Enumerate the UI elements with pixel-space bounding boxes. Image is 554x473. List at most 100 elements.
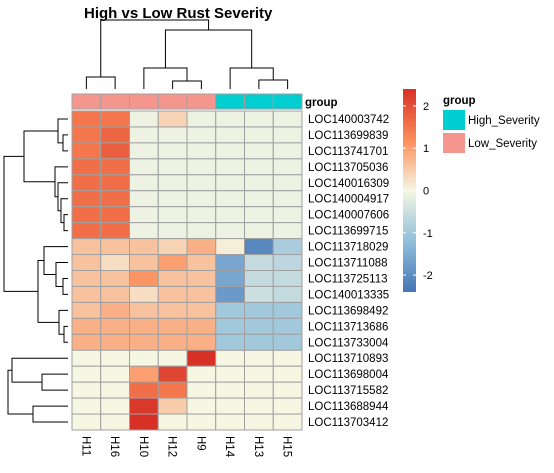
row-dendrogram-branch bbox=[62, 134, 68, 152]
heatmap-cell bbox=[129, 110, 159, 128]
heatmap-cell bbox=[100, 238, 130, 256]
heatmap-cell bbox=[186, 190, 217, 208]
heatmap-cell bbox=[272, 190, 303, 208]
row-label: LOC113741701 bbox=[308, 146, 388, 158]
heatmap-cell bbox=[100, 317, 130, 335]
heatmap-cell bbox=[272, 285, 303, 303]
chart-title: High vs Low Rust Severity bbox=[84, 5, 273, 22]
color-scale-tick-label: 0 bbox=[423, 186, 429, 198]
heatmap-cell bbox=[244, 413, 274, 431]
row-label: LOC113715582 bbox=[308, 385, 388, 397]
color-scale-legend: 2 1 0 -1 -2 bbox=[403, 89, 433, 292]
annotation-cell bbox=[272, 93, 303, 110]
row-dendrogram-branch bbox=[62, 277, 68, 295]
heatmap-cell bbox=[215, 254, 245, 272]
heatmap-cell bbox=[71, 270, 102, 287]
row-dendrogram-branch bbox=[55, 262, 68, 287]
heatmap-cell bbox=[157, 270, 188, 287]
heatmap-cell bbox=[186, 270, 217, 287]
row-dendrogram-branch bbox=[41, 373, 68, 391]
color-scale-tick-label: 1 bbox=[423, 143, 429, 155]
heatmap-cell bbox=[71, 174, 102, 192]
heatmap-cell bbox=[272, 365, 303, 383]
heatmap-cell bbox=[157, 206, 188, 224]
heatmap-cell bbox=[244, 285, 274, 303]
row-label: LOC113713686 bbox=[308, 321, 388, 333]
row-dendrogram-branch bbox=[63, 325, 68, 343]
annotation-cell bbox=[157, 93, 188, 110]
heatmap-cell bbox=[244, 254, 274, 272]
heatmap-cell bbox=[157, 142, 188, 160]
heatmap-cell bbox=[157, 301, 188, 319]
heatmap-cell bbox=[186, 110, 217, 128]
row-label: LOC113725113 bbox=[308, 273, 388, 285]
heatmap-cell bbox=[129, 397, 159, 415]
heatmap-cell bbox=[100, 333, 130, 351]
heatmap-cell bbox=[244, 365, 274, 383]
heatmap-cell bbox=[215, 381, 245, 399]
heatmap-cell bbox=[129, 158, 159, 176]
heatmap-cell bbox=[157, 365, 188, 383]
heatmap-cell bbox=[186, 174, 217, 192]
heatmap-cell bbox=[272, 142, 303, 160]
heatmap-cell bbox=[272, 110, 303, 128]
heatmap-cell bbox=[100, 397, 130, 415]
heatmap-cell bbox=[272, 333, 303, 351]
row-dendrogram-branch bbox=[11, 357, 68, 383]
annotation-cell bbox=[215, 93, 245, 110]
heatmap-cell bbox=[71, 301, 102, 319]
heatmap-cell bbox=[244, 381, 274, 399]
heatmap-cell bbox=[157, 238, 188, 256]
heatmap-cell bbox=[100, 190, 130, 208]
heatmap-cells bbox=[71, 110, 303, 431]
heatmap-cell bbox=[129, 301, 159, 319]
annotation-cell bbox=[244, 93, 274, 110]
annotation-label: group bbox=[305, 97, 338, 109]
heatmap-cell bbox=[186, 349, 217, 367]
heatmap-cell bbox=[186, 285, 217, 303]
row-label: LOC113718029 bbox=[308, 242, 388, 254]
heatmap-cell bbox=[71, 349, 102, 367]
heatmap-cell bbox=[215, 238, 245, 256]
heatmap-cell bbox=[157, 190, 188, 208]
heatmap-cell bbox=[215, 174, 245, 192]
heatmap-cell bbox=[215, 206, 245, 224]
heatmap-cell bbox=[129, 254, 159, 272]
row-label: LOC113688944 bbox=[308, 401, 389, 413]
annotation-cell bbox=[100, 93, 130, 110]
heatmap-cell bbox=[129, 285, 159, 303]
heatmap-cell bbox=[244, 301, 274, 319]
heatmap-cell bbox=[272, 381, 303, 399]
heatmap-cell bbox=[157, 397, 188, 415]
row-label: LOC113711088 bbox=[308, 258, 388, 270]
row-dendrogram bbox=[3, 118, 68, 423]
annotation-cell bbox=[71, 93, 102, 110]
heatmap-cell bbox=[272, 301, 303, 319]
row-dendrogram-branch bbox=[3, 155, 38, 292]
heatmap-cell bbox=[129, 238, 159, 256]
heatmap-cell bbox=[100, 349, 130, 367]
heatmap-cell bbox=[100, 158, 130, 176]
row-dendrogram-branch bbox=[57, 182, 68, 212]
heatmap-cell bbox=[215, 301, 245, 319]
heatmap-cell bbox=[215, 365, 245, 383]
heatmap-cell bbox=[186, 126, 217, 144]
column-label: H11 bbox=[79, 436, 91, 456]
heatmap-cell bbox=[244, 397, 274, 415]
row-label: LOC140004917 bbox=[308, 194, 389, 206]
heatmap-cell bbox=[186, 365, 217, 383]
heatmap-cell bbox=[157, 381, 188, 399]
row-label: LOC113733004 bbox=[308, 337, 389, 349]
heatmap-cell bbox=[71, 317, 102, 335]
heatmap-cell bbox=[215, 190, 245, 208]
heatmap-cell bbox=[186, 206, 217, 224]
row-label: LOC140003742 bbox=[308, 114, 389, 126]
heatmap-cell bbox=[272, 413, 303, 431]
heatmap-cell bbox=[129, 413, 159, 431]
heatmap-cell bbox=[157, 317, 188, 335]
heatmap-cell bbox=[100, 142, 130, 160]
heatmap-cell bbox=[157, 158, 188, 176]
column-dendrogram-branch bbox=[229, 67, 274, 89]
heatmap-cell bbox=[244, 206, 274, 224]
heatmap-cell bbox=[157, 349, 188, 367]
